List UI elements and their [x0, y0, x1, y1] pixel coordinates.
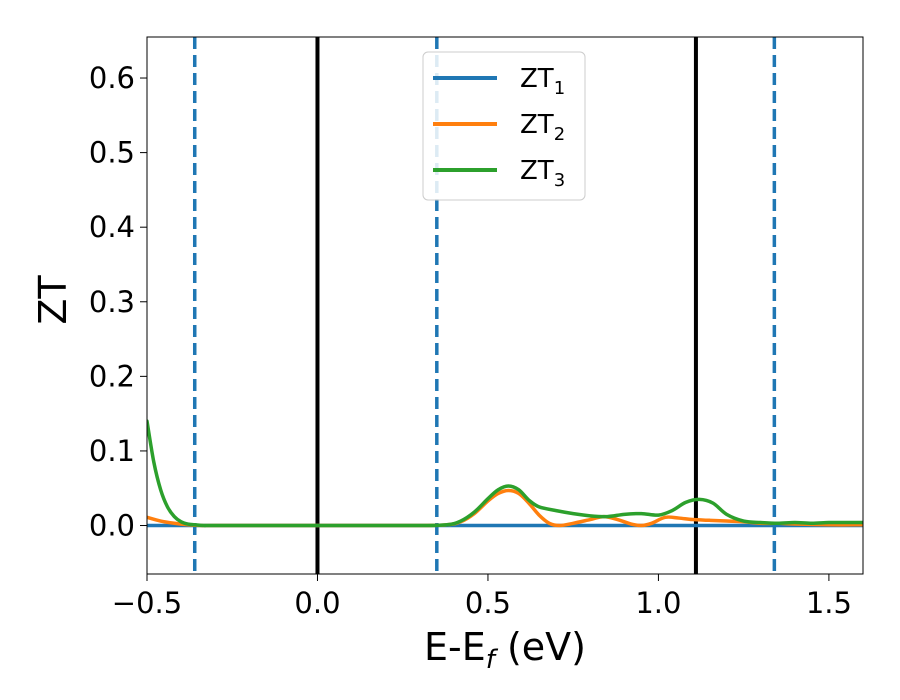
x-tick-label: 1.0: [635, 586, 681, 620]
y-tick-label: 0.0: [89, 509, 135, 543]
series-line-zt2: [147, 488, 863, 528]
x-axis-label-unit: (eV): [495, 625, 586, 669]
y-tick-label: 0.6: [89, 61, 135, 95]
x-tick-label: 0.0: [294, 586, 340, 620]
series-line-zt3: [147, 419, 863, 528]
legend-box: [422, 51, 586, 201]
series-lines: [147, 419, 863, 528]
y-axis-ticks: 0.0 0.1 0.2 0.3 0.4 0.5 0.6: [89, 61, 147, 543]
x-axis-label: E-Ef (eV): [424, 625, 586, 675]
legend: ZT1 ZT2 ZT3: [422, 51, 586, 201]
y-tick-label: 0.4: [89, 210, 135, 244]
plot-frame: [146, 36, 864, 575]
legend-label-zt3: ZT3: [520, 156, 565, 191]
x-tick-label: −0.5: [112, 586, 182, 620]
legend-label-zt1: ZT1: [520, 64, 565, 99]
legend-label-zt2: ZT2: [520, 110, 565, 145]
y-tick-label: 0.5: [89, 136, 135, 170]
y-axis-label: ZT: [31, 275, 75, 325]
y-tick-label: 0.2: [89, 359, 135, 393]
x-tick-label: 1.5: [806, 586, 852, 620]
reference-lines: [192, 37, 777, 574]
x-tick-label: 0.5: [465, 586, 511, 620]
y-tick-label: 0.1: [89, 434, 135, 468]
x-axis-ticks: −0.5 0.0 0.5 1.0 1.5: [112, 574, 852, 620]
x-axis-label-main: E-E: [424, 625, 486, 669]
y-tick-label: 0.3: [89, 285, 135, 319]
